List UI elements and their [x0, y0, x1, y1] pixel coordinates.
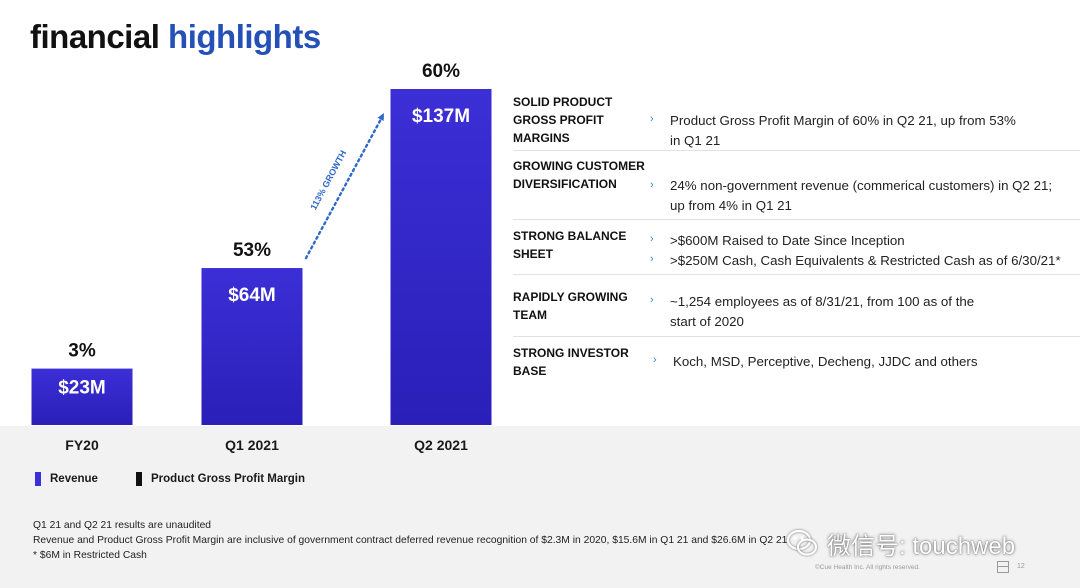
bullet-icon: › [650, 253, 654, 265]
highlight-text: 24% non-government revenue (commerical c… [670, 178, 1053, 193]
page-number: 12 [1017, 563, 1025, 570]
legend-margin-swatch [136, 472, 142, 486]
highlight-category: GROWING CUSTOMER DIVERSIFICATION [513, 159, 645, 191]
highlight-text: >$600M Raised to Date Since Inception [670, 233, 905, 248]
divider [513, 219, 1080, 220]
legend-revenue: Revenue [35, 472, 98, 486]
highlight-text: start of 2020 [670, 314, 744, 329]
highlight-text: up from 4% in Q1 21 [670, 198, 792, 213]
category-axis-label: FY20 [65, 437, 99, 453]
highlight-category: RAPIDLY GROWING TEAM [513, 290, 628, 322]
legend-margin: Product Gross Profit Margin [136, 472, 305, 486]
footnotes: Q1 21 and Q2 21 results are unaudited Re… [33, 518, 787, 563]
revenue-bar [390, 89, 492, 425]
highlight-text: Product Gross Profit Margin of 60% in Q2… [670, 113, 1016, 128]
bullet-icon: › [650, 294, 654, 306]
footnote: Q1 21 and Q2 21 results are unaudited [33, 520, 212, 531]
logo-mark-icon [997, 561, 1009, 573]
footnote: Revenue and Product Gross Profit Margin … [33, 535, 788, 546]
margin-value-label: 53% [233, 240, 271, 261]
title-word-highlights: highlights [168, 18, 321, 55]
divider [513, 150, 1080, 151]
bullet-icon: › [650, 233, 654, 245]
revenue-bar [31, 368, 133, 425]
wechat-watermark: 微信号: touchweb [785, 523, 1015, 563]
revenue-bar [201, 268, 303, 425]
growth-arrow-line [304, 117, 383, 260]
margin-value-label: 60% [422, 61, 460, 82]
footnote: * $6M in Restricted Cash [33, 550, 147, 561]
legend-revenue-label: Revenue [50, 473, 98, 485]
revenue-value-label: $23M [58, 378, 106, 399]
bullet-icon: › [650, 113, 654, 125]
page-title: financial highlights [30, 18, 321, 56]
revenue-value-label: $137M [412, 106, 470, 127]
bullet-icon: › [650, 179, 654, 191]
margin-value-label: 3% [68, 341, 96, 362]
wechat-icon [786, 529, 818, 556]
category-axis-label: Q1 2021 [225, 437, 279, 453]
watermark-text: 微信号: touchweb [827, 532, 1016, 560]
highlight-text: ~1,254 employees as of 8/31/21, from 100… [670, 294, 975, 309]
legend-revenue-swatch [35, 472, 41, 486]
highlight-category: STRONG BALANCE SHEET [513, 229, 627, 261]
title-word-financial: financial [30, 18, 160, 55]
divider [513, 336, 1080, 337]
growth-arrow-head-icon [377, 113, 384, 121]
category-axis-label: Q2 2021 [414, 437, 468, 453]
highlight-category: STRONG INVESTOR BASE [513, 346, 629, 378]
revenue-bar-chart: $23M 3% FY20 $64M 53% Q1 2021 $137M 60% Q2 2021 1… [31, 61, 492, 453]
revenue-value-label: $64M [228, 285, 276, 306]
bottom-band [0, 426, 1080, 588]
highlight-category: SOLID PRODUCT GROSS PROFIT MARGINS [513, 95, 613, 145]
growth-annotation: 113% GROWTH [308, 149, 348, 212]
copyright-text: ©Cue Health Inc. All rights reserved. [815, 564, 920, 571]
legend-margin-label: Product Gross Profit Margin [151, 473, 305, 485]
highlight-text: Koch, MSD, Perceptive, Decheng, JJDC and… [673, 354, 978, 369]
bullet-icon: › [653, 354, 657, 366]
highlight-text: >$250M Cash, Cash Equivalents & Restrict… [670, 253, 1061, 268]
divider [513, 274, 1080, 275]
highlight-text: in Q1 21 [670, 133, 721, 148]
